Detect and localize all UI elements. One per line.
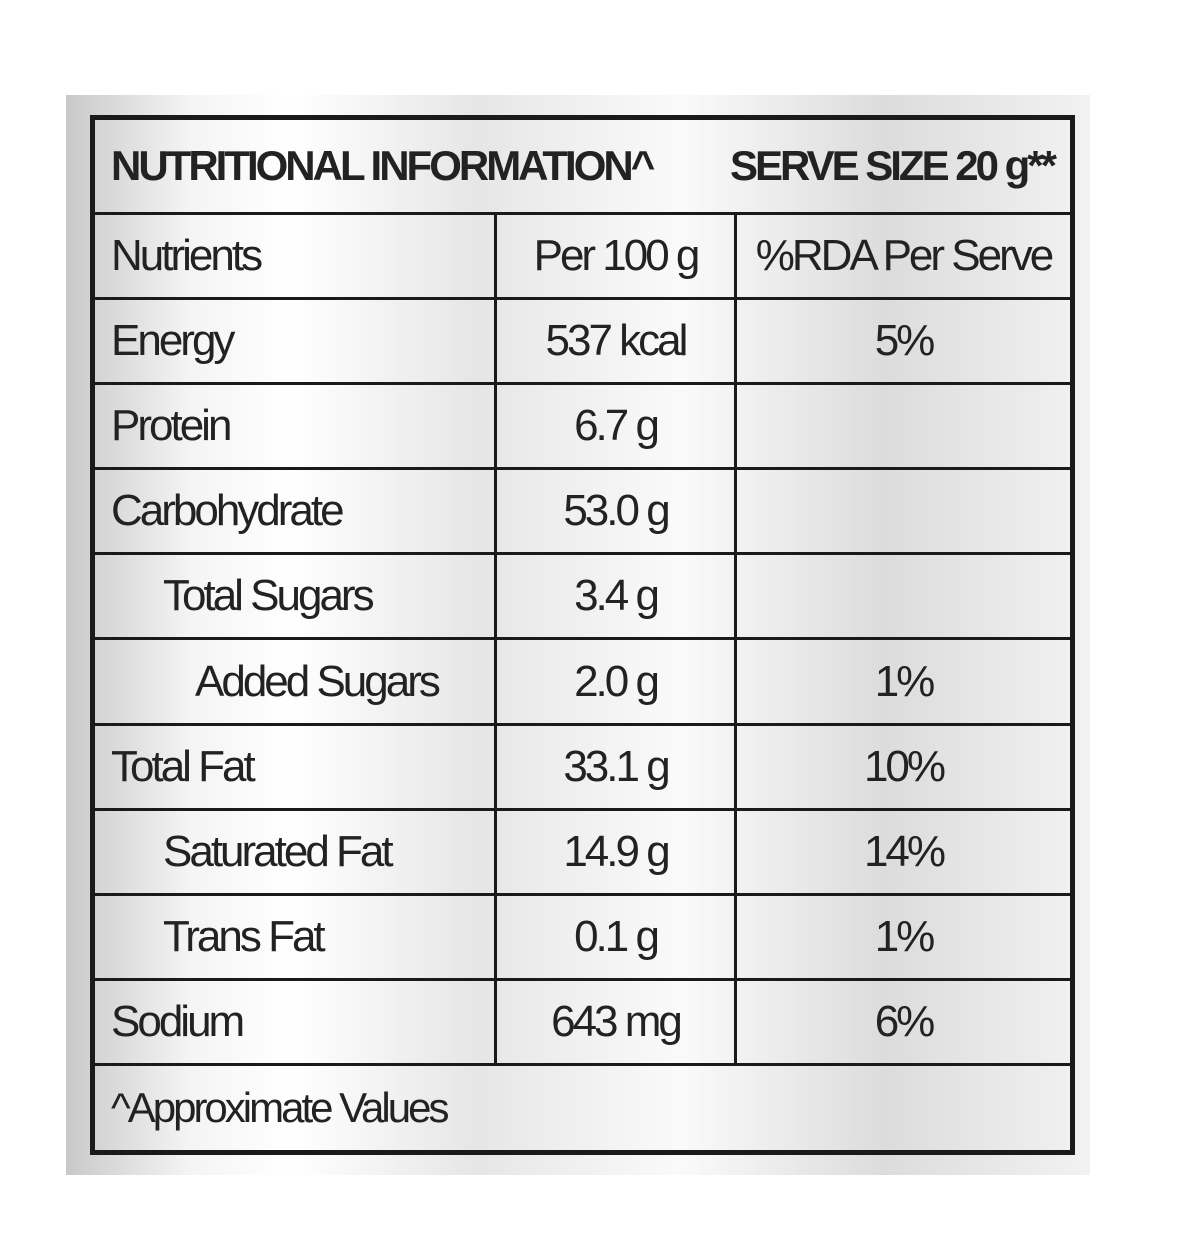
row: Carbohydrate 53.0 g [91,467,1074,556]
nutrient: Protein [91,382,497,471]
rda-empty [734,382,1074,471]
per-100g: 2.0 g [494,637,737,726]
rda: 14% [734,807,1074,896]
per-100g: 0.1 g [494,892,737,981]
per-100g: 537 kcal [494,297,737,386]
per-100g: 3.4 g [494,552,737,641]
row: Total Fat 33.1 g 10% [91,722,1074,811]
rda-empty [734,467,1074,556]
nutrient: Saturated Fat [91,807,497,896]
column-header: Per 100 g [494,212,737,301]
table-title: NUTRITIONAL INFORMATION^ [111,142,655,190]
rda: 5% [734,297,1074,386]
row: Protein 6.7 g [91,382,1074,471]
nutrient: Total Sugars [91,552,497,641]
rda: 10% [734,722,1074,811]
nutrient: Added Sugars [91,637,497,726]
rda: 1% [734,637,1074,726]
header-cell: NUTRITIONAL INFORMATION^ SERVE SIZE 20 g… [91,115,1074,216]
footnote-row: ^Approximate Values [91,1062,1074,1155]
column-header: %RDA Per Serve [734,212,1074,301]
footnote: ^Approximate Values [91,1062,1074,1155]
nutrition-table: NUTRITIONAL INFORMATION^ SERVE SIZE 20 g… [90,115,1075,1155]
row: Energy 537 kcal 5% [91,297,1074,386]
per-100g: 643 mg [494,977,737,1066]
nutrient: Carbohydrate [91,467,497,556]
rda: 1% [734,892,1074,981]
row: Total Sugars 3.4 g [91,552,1074,641]
nutrient: Total Fat [91,722,497,811]
nutrient: Trans Fat [91,892,497,981]
row: Trans Fat 0.1 g 1% [91,892,1074,981]
serve-size: SERVE SIZE 20 g** [729,142,1057,190]
row: Added Sugars 2.0 g 1% [91,637,1074,726]
column-header: Nutrients [91,212,497,301]
per-100g: 53.0 g [494,467,737,556]
row: Sodium 643 mg 6% [91,977,1074,1066]
nutrient: Sodium [91,977,497,1066]
per-100g: 6.7 g [494,382,737,471]
header-row: NUTRITIONAL INFORMATION^ SERVE SIZE 20 g… [91,115,1074,216]
nutrient: Energy [91,297,497,386]
row: Saturated Fat 14.9 g 14% [91,807,1074,896]
rda-empty [734,552,1074,641]
rda: 6% [734,977,1074,1066]
per-100g: 14.9 g [494,807,737,896]
per-100g: 33.1 g [494,722,737,811]
column-header-row: Nutrients Per 100 g %RDA Per Serve [91,212,1074,301]
